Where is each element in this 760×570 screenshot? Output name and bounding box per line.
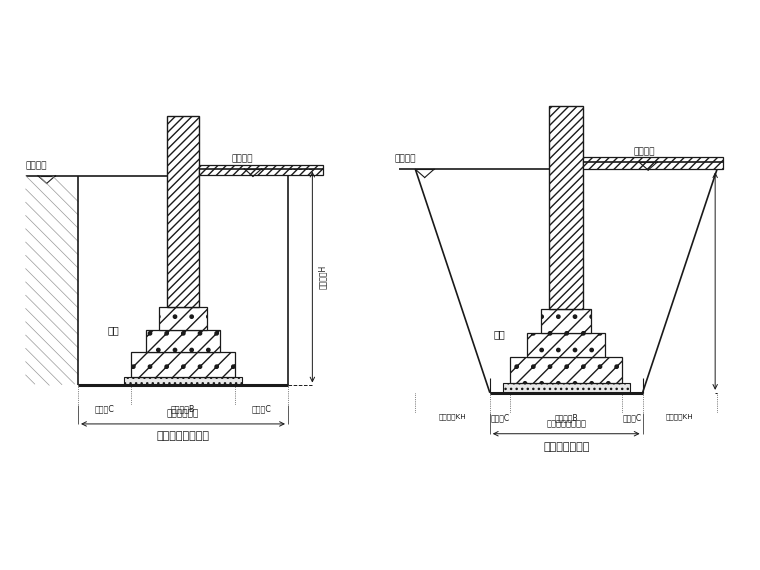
Text: 尴外地坪: 尴外地坪	[26, 161, 47, 170]
Text: 工作面C: 工作面C	[94, 405, 114, 414]
Bar	[124, 377, 242, 385]
Bar	[198, 165, 323, 175]
Text: 放坡宽度KH: 放坡宽度KH	[439, 413, 467, 420]
Text: 基槽开挖宽度: 基槽开挖宽度	[167, 410, 199, 419]
Text: 放坡的基槽断面: 放坡的基槽断面	[543, 442, 590, 452]
Text: 工作面C: 工作面C	[490, 413, 510, 422]
Text: 工作面C: 工作面C	[622, 413, 642, 422]
Text: 基础: 基础	[493, 329, 505, 339]
Text: 工作面C: 工作面C	[252, 405, 271, 414]
Bar	[503, 384, 629, 393]
Bar	[160, 307, 207, 329]
Text: 开挖深度H: 开挖深度H	[318, 265, 327, 289]
Text: 尴内地坪: 尴内地坪	[232, 154, 253, 164]
Text: 尴外地坪: 尴外地坪	[395, 154, 416, 164]
Bar	[549, 106, 583, 309]
Bar	[167, 116, 199, 307]
Bar	[583, 157, 723, 169]
Text: 基槽基底开挖宽度: 基槽基底开挖宽度	[546, 419, 586, 428]
Bar	[541, 309, 591, 333]
Text: 基础宽度B: 基础宽度B	[171, 405, 195, 414]
Text: 不放坡的基槽断面: 不放坡的基槽断面	[157, 431, 210, 441]
Bar	[511, 357, 622, 384]
Bar	[527, 333, 605, 357]
Text: 基础宽度B: 基础宽度B	[554, 413, 578, 422]
Text: 尴内地坪: 尴内地坪	[633, 147, 654, 156]
Bar	[131, 352, 236, 377]
Text: 放坡宽度KH: 放坡宽度KH	[666, 413, 694, 420]
Bar	[146, 329, 220, 352]
Text: 基础: 基础	[107, 325, 119, 335]
